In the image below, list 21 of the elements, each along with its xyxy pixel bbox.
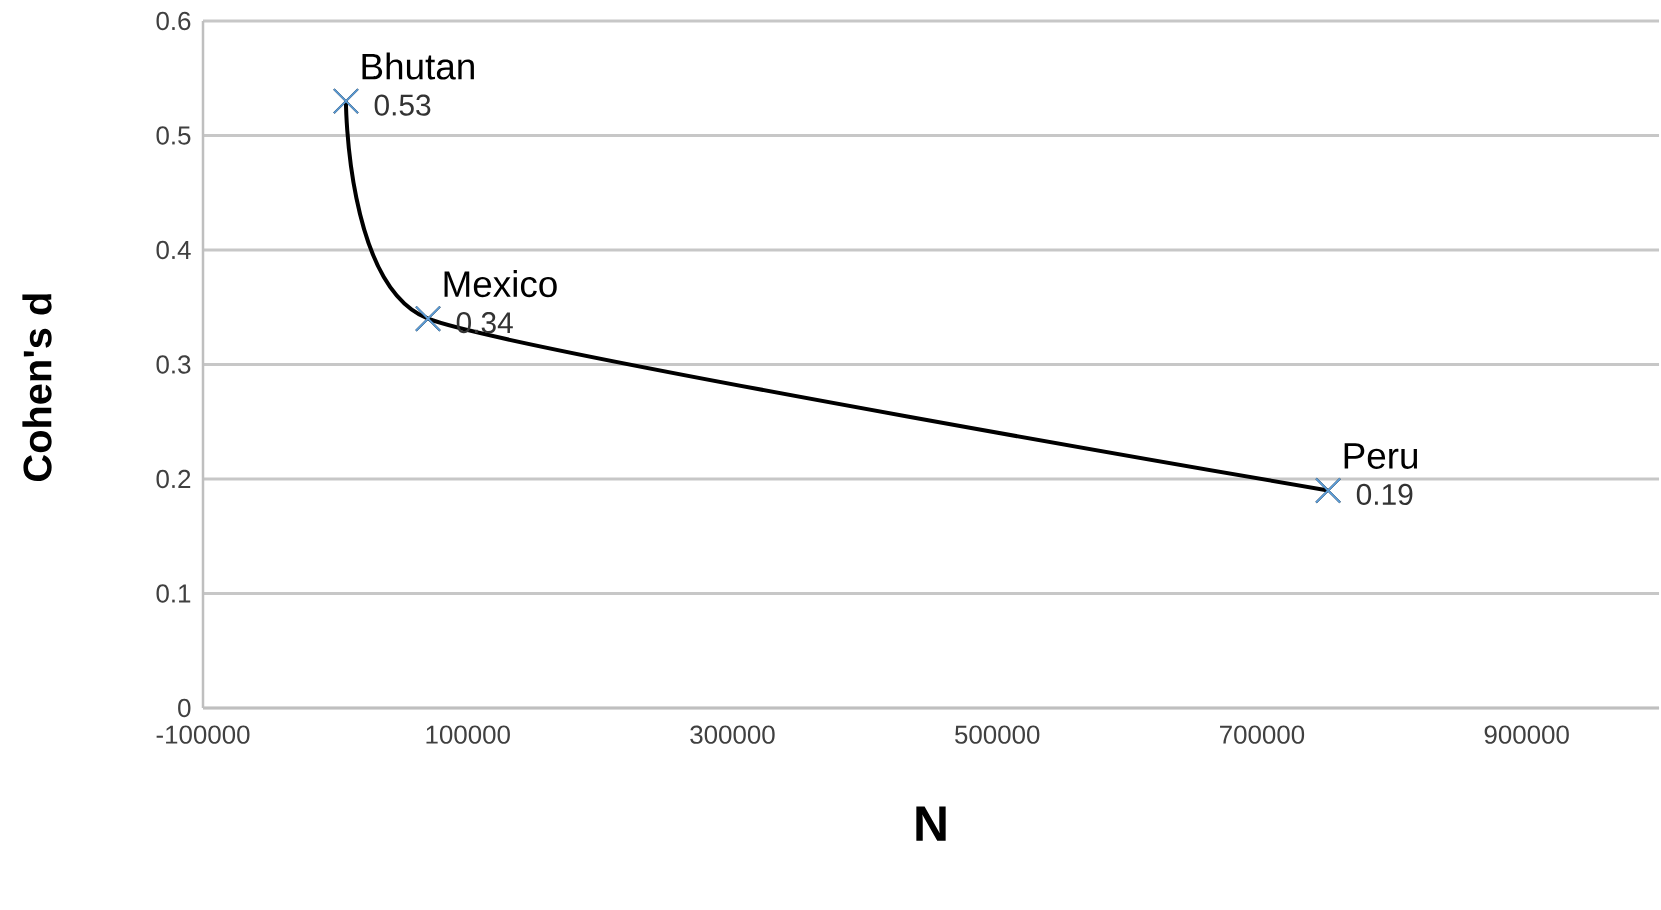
data-label: 0.34 xyxy=(456,312,513,334)
y-axis-title: Cohen's d xyxy=(22,294,52,482)
y-tick-label: 0.4 xyxy=(156,240,191,260)
data-label: 0.53 xyxy=(374,94,431,116)
x-tick-label: 900000 xyxy=(1484,725,1569,744)
y-tick-label: 0.5 xyxy=(156,126,191,145)
x-tick-label: -100000 xyxy=(156,725,250,744)
y-tick-label: 0.2 xyxy=(156,469,191,489)
x-axis-title: N xyxy=(916,806,946,841)
x-tick-label: 100000 xyxy=(426,725,510,744)
y-tick-label: 0 xyxy=(178,698,191,718)
x-tick-label: 300000 xyxy=(690,725,775,744)
x-tick-label: 500000 xyxy=(955,725,1040,744)
y-tick-label: 0.6 xyxy=(156,11,191,31)
annotation: Bhutan xyxy=(362,52,474,80)
annotation: Mexico xyxy=(444,270,557,298)
x-tick-label: 700000 xyxy=(1220,725,1305,744)
y-tick-label: 0.3 xyxy=(156,355,191,374)
data-label: 0.19 xyxy=(1356,483,1413,506)
annotation: Peru xyxy=(1344,443,1418,469)
y-tick-label: 0.1 xyxy=(156,584,191,603)
